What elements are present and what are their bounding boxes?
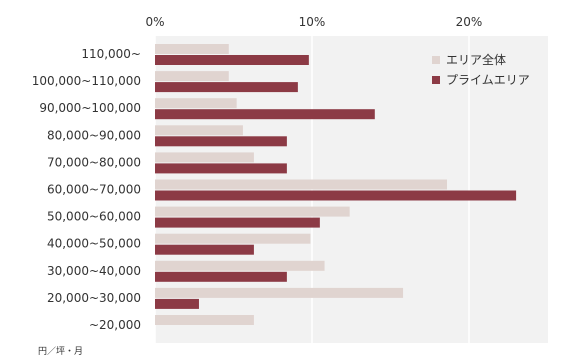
bar-prime-area bbox=[155, 217, 320, 228]
bar-prime-area bbox=[155, 136, 287, 147]
x-tick-label: 10% bbox=[299, 15, 326, 29]
bar-prime-area bbox=[155, 109, 375, 120]
bar-area-total bbox=[155, 179, 448, 190]
y-tick-label: 50,000~60,000 bbox=[47, 210, 141, 224]
y-tick-label: 90,000~100,000 bbox=[39, 101, 141, 115]
y-tick-label: 40,000~50,000 bbox=[47, 237, 141, 251]
y-tick-label: 30,000~40,000 bbox=[47, 264, 141, 278]
bar-prime-area bbox=[155, 82, 298, 93]
bar-area-total bbox=[155, 315, 254, 325]
bar-prime-area bbox=[155, 298, 199, 309]
legend-label: エリア全体 bbox=[446, 52, 506, 67]
y-tick-label: 80,000~90,000 bbox=[47, 128, 141, 142]
bar-area-total bbox=[155, 152, 254, 163]
bar-area-total bbox=[155, 287, 404, 298]
y-tick-label: 110,000~ bbox=[81, 47, 141, 61]
y-axis-ticks: 110,000~ 100,000~110,000 90,000~100,000 80,… bbox=[32, 47, 141, 332]
y-tick-label: 100,000~110,000 bbox=[32, 74, 141, 88]
bar-area-total bbox=[155, 44, 229, 54]
bar-area-total bbox=[155, 260, 325, 271]
y-tick-label: 70,000~80,000 bbox=[47, 155, 141, 169]
bar-area-total bbox=[155, 206, 350, 217]
x-axis-ticks: 0% 10% 20% bbox=[145, 15, 482, 29]
x-tick-label: 0% bbox=[145, 15, 164, 29]
bar-area-total bbox=[155, 125, 243, 136]
bar-prime-area bbox=[155, 55, 309, 65]
bar-area-total bbox=[155, 233, 311, 244]
bar-prime-area bbox=[155, 244, 254, 255]
y-tick-label: 20,000~30,000 bbox=[47, 291, 141, 305]
bar-prime-area bbox=[155, 271, 287, 282]
y-tick-label: ~20,000 bbox=[89, 318, 141, 332]
x-tick-label: 20% bbox=[456, 15, 483, 29]
legend-swatch bbox=[432, 56, 440, 64]
unit-label: 円／坪・月 bbox=[38, 346, 83, 357]
y-tick-label: 60,000~70,000 bbox=[47, 183, 141, 197]
bars bbox=[155, 44, 517, 325]
bar-prime-area bbox=[155, 190, 517, 201]
legend-label: プライムエリア bbox=[446, 73, 530, 87]
bar-area-total bbox=[155, 71, 229, 82]
bar-prime-area bbox=[155, 163, 287, 174]
bar-area-total bbox=[155, 98, 237, 109]
legend-swatch bbox=[432, 76, 440, 84]
